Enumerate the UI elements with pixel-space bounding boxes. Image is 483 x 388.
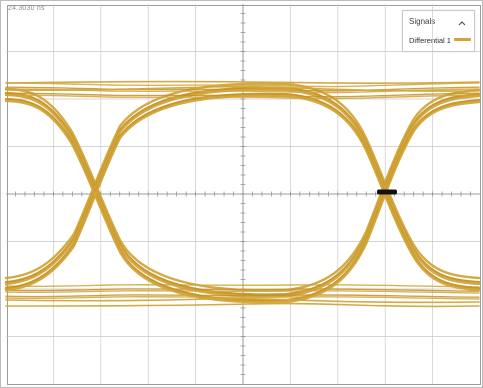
eye-rail-trace [5, 294, 480, 298]
eye-rail-trace [5, 80, 480, 84]
eye-rail-trace [5, 82, 480, 88]
eye-transition-trace [4, 82, 481, 280]
eye-transition-trace [4, 99, 481, 304]
eye-transition-trace [4, 87, 481, 292]
crossing-point-marker [377, 189, 397, 195]
eye-rail-trace [5, 296, 480, 300]
legend-title: Signals [409, 17, 436, 26]
timebase-label: 24.3030 ns [8, 5, 45, 12]
eye-transition-trace [4, 88, 481, 286]
eye-rail-trace [5, 290, 480, 294]
eye-rail-trace [5, 284, 480, 288]
crossing-marker [377, 189, 397, 195]
eye-rail-trace [5, 302, 480, 308]
legend-item-label: Differential 1 [409, 36, 451, 45]
eye-rail-trace [5, 92, 480, 98]
eye-rail-trace [5, 94, 480, 100]
eye-rail-trace [5, 297, 480, 304]
eye-diagram-plot-area [7, 5, 481, 385]
eye-transition-trace [4, 86, 481, 284]
grid-lines [6, 4, 480, 384]
chevron-up-icon[interactable] [457, 16, 467, 26]
eye-transition-trace [4, 92, 481, 290]
eye-transition-trace [4, 94, 481, 292]
differential-1-traces [4, 80, 481, 308]
eye-rail-trace [5, 288, 480, 292]
eye-transition-trace [4, 93, 481, 298]
legend-swatch [454, 38, 471, 41]
eye-rail-trace [5, 85, 480, 92]
